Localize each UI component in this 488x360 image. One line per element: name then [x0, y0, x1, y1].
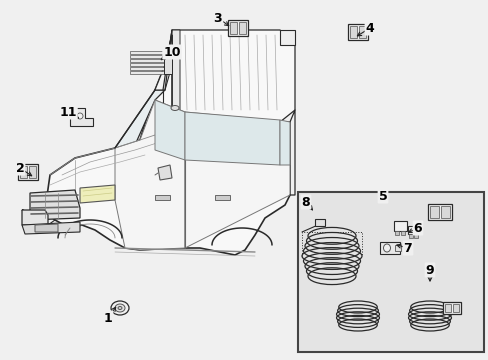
- Bar: [314, 219, 325, 226]
- Bar: [440, 206, 449, 218]
- Bar: [394, 245, 400, 251]
- Text: 5: 5: [378, 189, 386, 202]
- Polygon shape: [115, 90, 164, 148]
- Bar: [349, 26, 356, 38]
- Bar: [130, 59, 165, 62]
- Bar: [20, 166, 27, 178]
- Text: 11: 11: [59, 105, 77, 118]
- Bar: [429, 206, 438, 218]
- Bar: [401, 231, 405, 235]
- Text: 8: 8: [301, 195, 310, 208]
- Polygon shape: [163, 30, 172, 125]
- Polygon shape: [280, 30, 294, 45]
- Polygon shape: [115, 100, 184, 250]
- Bar: [239, 22, 245, 34]
- Bar: [358, 26, 365, 38]
- Bar: [452, 304, 458, 312]
- Polygon shape: [164, 30, 294, 122]
- Polygon shape: [80, 185, 115, 203]
- Bar: [297, 192, 483, 352]
- Bar: [427, 204, 451, 220]
- Text: 10: 10: [163, 45, 181, 59]
- Bar: [155, 195, 170, 200]
- Ellipse shape: [118, 306, 122, 310]
- Bar: [444, 304, 450, 312]
- Bar: [163, 54, 172, 74]
- Bar: [130, 63, 165, 66]
- Text: 7: 7: [403, 242, 411, 255]
- Bar: [393, 221, 406, 231]
- Polygon shape: [155, 100, 184, 160]
- Text: 9: 9: [425, 264, 433, 276]
- Bar: [442, 302, 460, 314]
- Ellipse shape: [111, 301, 129, 315]
- Polygon shape: [184, 112, 289, 248]
- Text: 4: 4: [365, 22, 374, 35]
- Bar: [130, 67, 165, 70]
- Bar: [413, 234, 417, 238]
- Polygon shape: [172, 30, 180, 115]
- Bar: [347, 24, 367, 40]
- Bar: [379, 242, 399, 254]
- Polygon shape: [22, 222, 80, 234]
- Bar: [407, 234, 412, 238]
- Polygon shape: [30, 190, 80, 220]
- Polygon shape: [70, 108, 93, 126]
- Bar: [130, 71, 165, 74]
- Bar: [407, 226, 417, 234]
- Bar: [394, 231, 398, 235]
- Bar: [29, 166, 36, 178]
- Polygon shape: [280, 120, 289, 165]
- Bar: [130, 55, 165, 58]
- Text: 1: 1: [103, 311, 112, 324]
- Ellipse shape: [383, 244, 390, 252]
- Ellipse shape: [115, 304, 125, 312]
- Bar: [215, 195, 229, 200]
- Text: 3: 3: [213, 12, 222, 24]
- Text: 2: 2: [16, 162, 24, 175]
- Ellipse shape: [77, 113, 83, 119]
- Text: 6: 6: [413, 221, 422, 234]
- Polygon shape: [35, 224, 58, 232]
- Bar: [227, 20, 247, 36]
- Polygon shape: [22, 35, 289, 255]
- Polygon shape: [158, 165, 172, 180]
- Bar: [229, 22, 237, 34]
- Ellipse shape: [171, 105, 179, 111]
- Bar: [130, 51, 165, 54]
- Bar: [18, 164, 38, 180]
- Polygon shape: [155, 35, 172, 90]
- Polygon shape: [184, 112, 280, 165]
- Polygon shape: [22, 210, 48, 225]
